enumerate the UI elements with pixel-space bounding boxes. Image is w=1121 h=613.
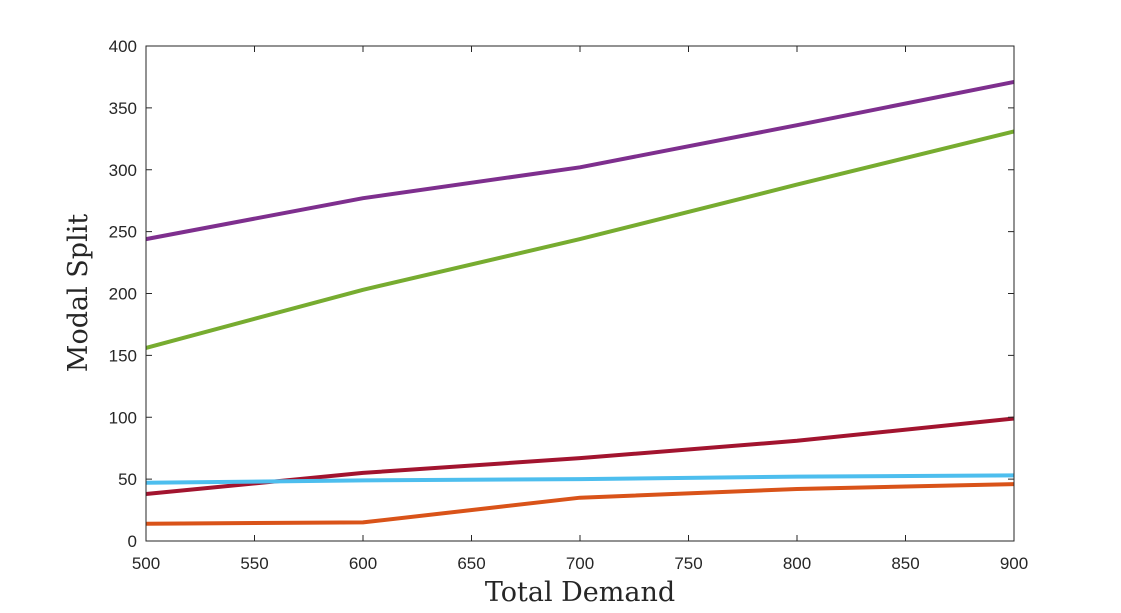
x-tick-label: 750 [674,554,702,573]
y-axis-title: Modal Split [63,214,94,373]
y-tick-label: 50 [118,470,137,489]
y-tick-label: 100 [109,408,137,427]
y-tick-label: 400 [109,37,137,56]
series-line-2 [145,129,1015,350]
series-line-1 [145,79,1015,242]
x-axis-title: Total Demand [485,577,675,608]
series-line-5 [145,482,1015,526]
tick-label-layer: 500 550 600 650 700 750 800 850 900 0 50 100 150 200 2… [109,37,1029,573]
plot-background [146,46,1014,541]
series-line-4 [145,473,1015,485]
x-tick-label: 850 [891,554,919,573]
x-tick-label: 900 [1000,554,1028,573]
y-tick-label: 250 [109,223,137,242]
x-tick-label: 600 [349,554,377,573]
x-tick-label: 650 [457,554,485,573]
y-tick-label: 300 [109,161,137,180]
x-tick-label: 500 [132,554,160,573]
y-tick-label: 200 [109,285,137,304]
y-tick-label: 350 [109,99,137,118]
series-layer [145,79,1015,526]
x-tick-label: 550 [240,554,268,573]
y-tick-label: 150 [109,346,137,365]
y-tick-label: 0 [128,532,137,551]
plot-frame [145,45,1015,542]
x-tick-label: 700 [566,554,594,573]
x-tick-label: 800 [783,554,811,573]
